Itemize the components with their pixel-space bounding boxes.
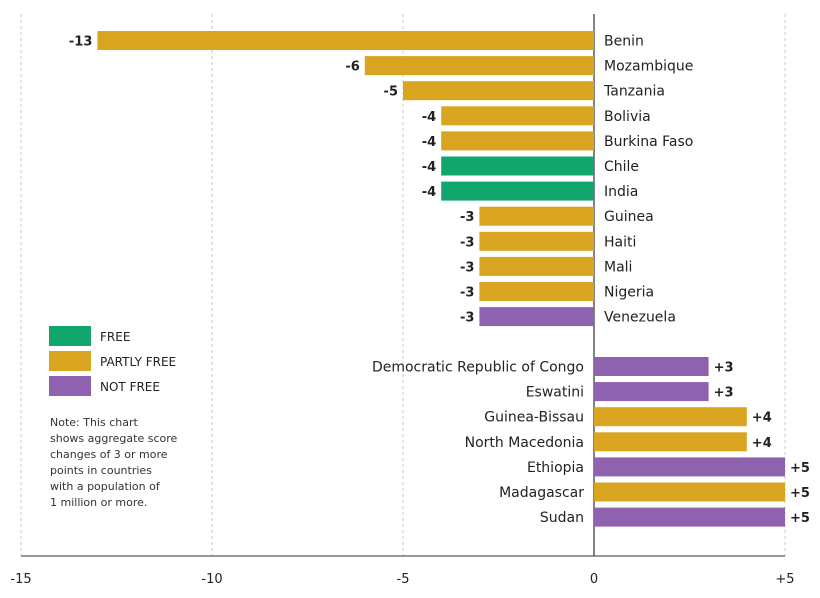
value-label: +3	[714, 361, 734, 376]
x-tick-label: +5	[775, 572, 794, 587]
country-label: Tanzania	[603, 84, 665, 100]
bar-nigeria	[479, 282, 594, 301]
bar-labels: Benin -13 Mozambique -6 Tanzania -5 Bolivia -4 B…	[69, 34, 810, 527]
country-label: Burkina Faso	[604, 134, 693, 150]
bar-democratic-republic-of-congo	[594, 357, 709, 376]
note-line: changes of 3 or more	[50, 448, 168, 461]
bar-india	[441, 181, 594, 201]
country-label: Democratic Republic of Congo	[372, 360, 584, 376]
value-label: +5	[790, 486, 810, 501]
note-line: Note: This chart	[50, 416, 138, 429]
legend-swatch-partly-free	[49, 351, 91, 371]
note-line: 1 million or more.	[50, 496, 147, 509]
country-label: Bolivia	[604, 109, 651, 125]
value-label: -4	[422, 135, 436, 150]
bars	[97, 31, 785, 527]
bar-ethiopia	[594, 457, 785, 477]
value-label: -3	[460, 210, 474, 225]
x-axis: -15 -10 -5 0 +5	[10, 555, 795, 587]
legend-label: NOT FREE	[100, 380, 160, 394]
country-label: Ethiopia	[527, 460, 584, 476]
country-label: Chile	[604, 159, 639, 175]
country-label: Benin	[604, 34, 644, 50]
bar-mali	[479, 256, 594, 276]
country-label: Sudan	[540, 510, 584, 526]
bar-guinea	[479, 206, 594, 226]
legend: FREE PARTLY FREE NOT FREE	[49, 326, 176, 396]
bar-benin	[97, 31, 595, 50]
x-tick-label: -15	[10, 572, 31, 587]
country-label: Venezuela	[604, 310, 676, 326]
value-label: -3	[460, 260, 474, 275]
bar-haiti	[479, 231, 594, 251]
bar-venezuela	[479, 307, 594, 327]
value-label: -6	[345, 60, 359, 75]
bar-eswatini	[594, 382, 709, 402]
bar-mozambique	[364, 56, 594, 76]
note-line: shows aggregate score	[50, 432, 178, 445]
country-label: Nigeria	[604, 285, 654, 301]
bar-guinea-bissau	[594, 407, 747, 427]
country-label: Guinea-Bissau	[484, 410, 584, 426]
value-label: -4	[422, 160, 436, 175]
country-label: Haiti	[604, 234, 636, 250]
value-label: -4	[422, 185, 436, 200]
country-label: Madagascar	[499, 485, 584, 501]
legend-label: PARTLY FREE	[100, 355, 176, 369]
value-label: -5	[384, 85, 398, 100]
bar-sudan	[594, 507, 785, 527]
x-tick-label: 0	[590, 572, 598, 587]
bar-tanzania	[403, 81, 594, 101]
bar-burkina-faso	[441, 131, 594, 151]
value-label: -4	[422, 110, 436, 125]
bar-madagascar	[594, 482, 785, 502]
chart-note: Note: This chart shows aggregate score cha…	[50, 416, 178, 509]
legend-label: FREE	[100, 330, 130, 344]
note-line: points in countries	[50, 464, 152, 477]
value-label: -3	[460, 286, 474, 301]
bar-bolivia	[441, 106, 594, 126]
country-label: North Macedonia	[465, 435, 584, 451]
legend-swatch-not-free	[49, 376, 91, 396]
country-label: India	[604, 184, 638, 200]
value-label: +4	[752, 436, 772, 451]
value-label: +5	[790, 461, 810, 476]
legend-swatch-free	[49, 326, 91, 346]
country-label: Guinea	[604, 209, 654, 225]
x-tick-label: -5	[397, 572, 410, 587]
value-label: +5	[790, 511, 810, 526]
bar-north-macedonia	[594, 432, 747, 452]
value-label: +4	[752, 411, 772, 426]
country-label: Mali	[604, 259, 632, 275]
x-tick-label: -10	[201, 572, 222, 587]
note-line: with a population of	[50, 480, 161, 493]
value-label: -13	[69, 35, 93, 50]
value-label: +3	[714, 386, 734, 401]
country-label: Mozambique	[604, 59, 693, 75]
country-label: Eswatini	[526, 385, 584, 401]
value-label: -3	[460, 311, 474, 326]
value-label: -3	[460, 235, 474, 250]
bar-chile	[441, 156, 594, 176]
